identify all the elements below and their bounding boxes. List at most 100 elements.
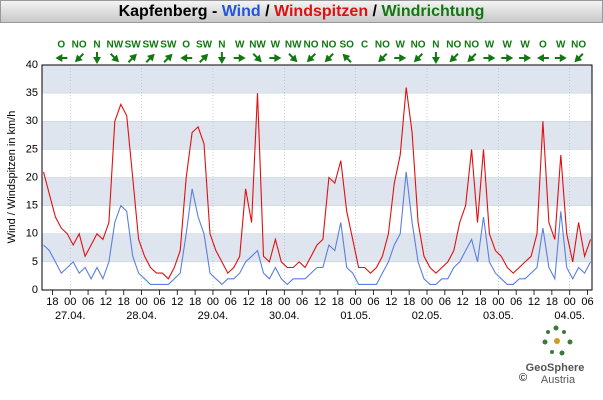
band — [42, 233, 592, 262]
x-tick-label: 00 — [564, 296, 576, 308]
direction-label: O — [539, 40, 547, 51]
title-part: Kapfenberg - — [118, 3, 222, 20]
title-part: / — [368, 3, 382, 20]
x-tick-label: 18 — [46, 296, 58, 308]
direction-arrow — [574, 53, 584, 63]
x-date-label: 01.05. — [340, 310, 371, 322]
direction-label: W — [485, 40, 495, 51]
direction-label: NO — [72, 40, 87, 51]
direction-arrow — [536, 54, 549, 62]
title-part: / — [260, 3, 275, 20]
y-tick-label: 35 — [26, 87, 38, 99]
x-tick-label: 06 — [439, 296, 451, 308]
x-date-label: 28.04. — [126, 310, 157, 322]
direction-arrow — [519, 54, 532, 62]
x-tick-label: 12 — [385, 296, 397, 308]
x-tick-label: 18 — [332, 296, 344, 308]
x-tick-label: 00 — [135, 296, 147, 308]
direction-arrow — [233, 54, 246, 62]
copyright: © — [519, 372, 527, 384]
series-line — [42, 87, 592, 280]
title-part: Wind — [221, 3, 261, 20]
x-date-label: 02.05. — [412, 310, 443, 322]
direction-arrow — [342, 53, 352, 63]
y-tick-label: 15 — [26, 200, 38, 212]
title-part: Windspitzen — [274, 3, 369, 20]
direction-arrow — [431, 52, 440, 64]
direction-label: SW — [160, 40, 177, 51]
direction-label: NO — [375, 40, 390, 51]
title-bar: Kapfenberg - Wind / Windspitzen / Windri… — [0, 0, 603, 23]
direction-arrow — [378, 53, 388, 63]
title-part: Windrichtung — [381, 3, 485, 20]
x-tick-label: 06 — [510, 296, 522, 308]
x-tick-label: 18 — [546, 296, 558, 308]
y-tick-label: 25 — [26, 143, 38, 155]
direction-label: W — [503, 40, 513, 51]
x-tick-label: 12 — [528, 296, 540, 308]
direction-label: W — [235, 40, 245, 51]
direction-arrow — [109, 53, 120, 63]
direction-arrow — [145, 53, 155, 63]
x-date-label: 03.05. — [483, 310, 514, 322]
direction-label: SO — [340, 40, 355, 51]
direction-label: C — [361, 40, 368, 51]
direction-label: W — [556, 40, 566, 51]
direction-label: NO — [571, 40, 586, 51]
x-tick-label: 00 — [421, 296, 433, 308]
direction-label: SW — [125, 40, 142, 51]
direction-label: NW — [285, 40, 302, 51]
direction-label: W — [396, 40, 406, 51]
direction-label: NO — [446, 40, 461, 51]
direction-arrow — [269, 54, 282, 62]
direction-arrow — [554, 54, 567, 62]
direction-arrow — [288, 53, 298, 63]
x-tick-label: 12 — [242, 296, 254, 308]
logo-sub: Austria — [541, 374, 576, 386]
direction-arrow — [413, 53, 424, 63]
y-tick-label: 30 — [26, 115, 38, 127]
band — [42, 121, 592, 150]
x-tick-label: 06 — [153, 296, 165, 308]
direction-arrow — [93, 52, 101, 64]
x-tick-label: 00 — [64, 296, 76, 308]
direction-label: NO — [411, 40, 426, 51]
x-tick-label: 06 — [367, 296, 379, 308]
direction-arrow — [324, 53, 334, 63]
y-tick-label: 40 — [26, 59, 38, 71]
direction-arrow — [483, 54, 496, 62]
direction-arrow — [394, 54, 407, 62]
direction-arrow — [217, 52, 226, 64]
direction-label: NO — [304, 40, 319, 51]
direction-arrow — [163, 53, 173, 63]
direction-label: O — [57, 40, 65, 51]
direction-label: O — [182, 40, 190, 51]
direction-label: NW — [107, 40, 124, 51]
band — [42, 177, 592, 206]
direction-label: NO — [464, 40, 479, 51]
x-tick-label: 06 — [225, 296, 237, 308]
direction-arrow — [74, 53, 85, 63]
x-tick-label: 00 — [278, 296, 290, 308]
direction-arrow — [467, 53, 477, 63]
x-tick-label: 12 — [457, 296, 469, 308]
y-tick-label: 20 — [26, 171, 38, 183]
direction-label: NO — [321, 40, 336, 51]
direction-arrow — [252, 53, 262, 63]
x-tick-label: 06 — [82, 296, 94, 308]
y-tick-label: 0 — [32, 284, 38, 296]
x-tick-label: 12 — [314, 296, 326, 308]
direction-label: SW — [196, 40, 213, 51]
x-tick-label: 06 — [296, 296, 308, 308]
direction-arrow — [501, 54, 514, 62]
direction-label: W — [271, 40, 281, 51]
x-tick-label: 00 — [207, 296, 219, 308]
logo-icon — [542, 325, 573, 356]
x-tick-label: 12 — [100, 296, 112, 308]
plot-frame — [41, 64, 593, 291]
series-line — [43, 171, 591, 286]
direction-label: W — [520, 40, 530, 51]
direction-label: N — [432, 40, 439, 51]
